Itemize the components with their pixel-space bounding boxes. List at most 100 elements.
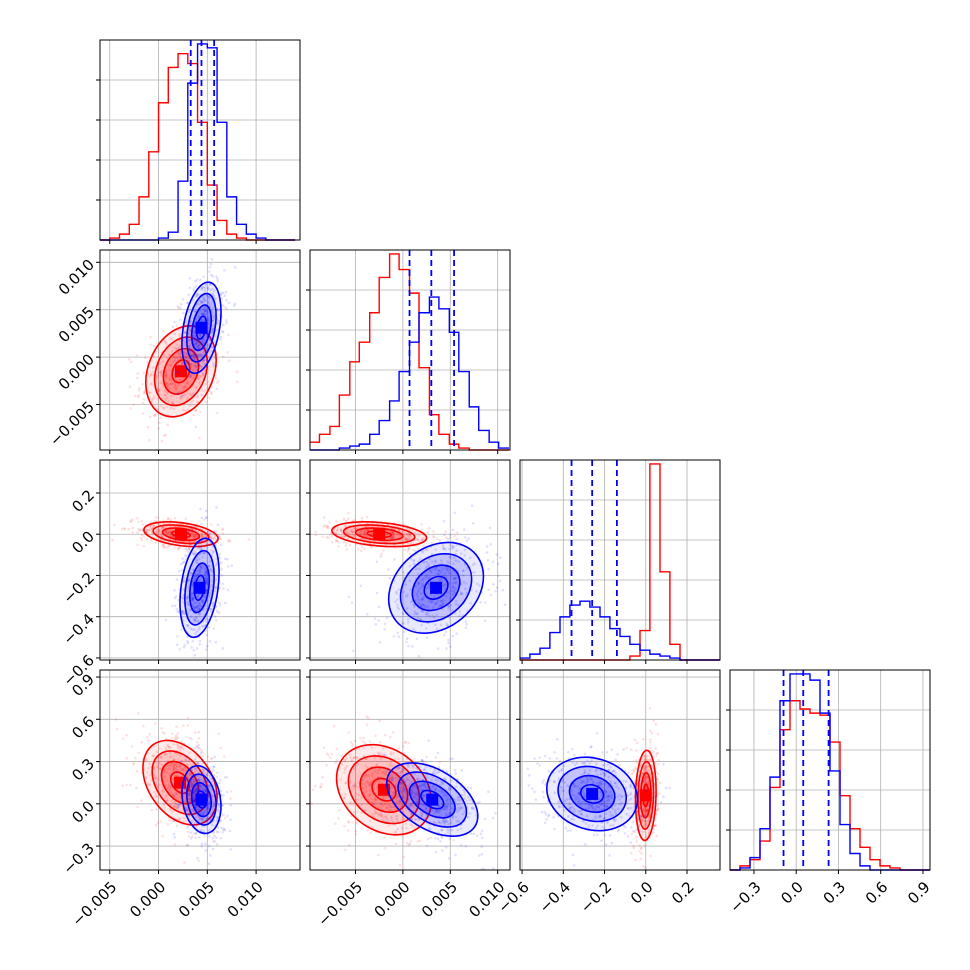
scatter-point <box>172 767 175 771</box>
contour-line <box>181 281 222 375</box>
scatter-point <box>411 548 415 552</box>
scatter-point <box>190 772 194 775</box>
scatter-point <box>130 518 134 522</box>
scatter-point <box>182 768 185 772</box>
scatter-point <box>164 372 168 376</box>
scatter-point <box>409 805 412 808</box>
scatter-point <box>407 765 410 768</box>
scatter-point <box>170 401 174 405</box>
scatter-point <box>180 394 183 397</box>
scatter-point <box>196 573 200 577</box>
scatter-point <box>164 531 168 534</box>
scatter-point <box>191 582 195 586</box>
scatter-point <box>193 653 196 657</box>
scatter-point <box>197 353 200 356</box>
scatter-point <box>628 793 632 796</box>
scatter-point <box>203 789 206 793</box>
scatter-point <box>159 416 162 420</box>
scatter-point <box>203 575 207 578</box>
scatter-point <box>468 812 472 815</box>
scatter-point <box>167 783 171 787</box>
scatter-point <box>325 752 329 755</box>
scatter-point <box>197 761 200 765</box>
scatter-point <box>380 814 383 817</box>
scatter-point <box>133 756 137 760</box>
scatter-point <box>205 633 209 637</box>
scatter-point <box>194 789 197 793</box>
scatter-point <box>158 767 162 770</box>
scatter-point <box>418 765 421 769</box>
scatter-point <box>356 762 359 766</box>
scatter-point <box>462 788 465 792</box>
scatter-point <box>211 327 215 331</box>
scatter-point <box>211 802 215 805</box>
scatter-point <box>197 807 201 811</box>
scatter-point <box>425 776 429 780</box>
scatter-point <box>183 409 187 412</box>
scatter-point <box>454 815 458 819</box>
scatter-point <box>199 811 202 815</box>
scatter-point <box>186 301 189 305</box>
scatter-point <box>205 309 208 313</box>
scatter-point <box>325 524 329 528</box>
scatter-point <box>202 312 206 315</box>
scatter-point <box>472 807 475 811</box>
scatter-point <box>380 815 384 819</box>
scatter-point <box>164 433 168 437</box>
scatter-point <box>210 549 213 552</box>
scatter-point <box>186 716 190 720</box>
scatter-point <box>168 788 172 791</box>
scatter-point <box>159 819 163 823</box>
scatter-point <box>202 351 205 354</box>
density-peak <box>174 365 187 378</box>
scatter-point <box>314 533 318 537</box>
scatter-point <box>197 778 201 782</box>
scatter-point <box>415 592 419 596</box>
scatter-point <box>194 605 198 608</box>
scatter-point <box>330 752 334 756</box>
scatter-point <box>161 360 164 363</box>
scatter-point <box>451 528 455 532</box>
scatter-point <box>163 752 167 756</box>
scatter-point <box>227 538 231 542</box>
scatter-point <box>213 589 217 592</box>
scatter-point <box>645 823 649 827</box>
scatter-point <box>173 806 177 809</box>
scatter-point <box>352 767 356 771</box>
scatter-point <box>138 386 141 390</box>
scatter-point <box>449 811 453 815</box>
scatter-point <box>379 812 383 815</box>
scatter-point <box>214 296 218 300</box>
scatter-point <box>339 528 343 531</box>
scatter-point <box>200 522 203 525</box>
scatter-point <box>414 793 418 797</box>
panel-frame <box>99 249 301 451</box>
scatter-point <box>195 340 199 343</box>
scatter-point <box>149 372 153 376</box>
scatter-point <box>210 607 213 611</box>
scatter-point <box>426 837 430 841</box>
contour-line <box>142 739 218 826</box>
scatter-point <box>193 780 196 784</box>
scatter-point <box>464 626 468 629</box>
scatter-point <box>406 757 409 761</box>
scatter-point <box>136 372 140 375</box>
scatter-point <box>492 583 495 586</box>
scatter-point <box>208 639 212 643</box>
scatter-point <box>202 772 206 775</box>
scatter-point <box>212 536 216 540</box>
scatter-point <box>463 587 467 591</box>
scatter-point <box>201 810 205 814</box>
scatter-point <box>437 820 441 823</box>
scatter-point <box>196 604 200 608</box>
scatter-point <box>189 571 193 575</box>
scatter-point <box>166 530 170 534</box>
scatter-point <box>193 352 196 355</box>
scatter-point <box>184 557 188 561</box>
contour-line <box>171 359 191 384</box>
scatter-point <box>187 328 191 332</box>
scatter-point <box>420 539 424 542</box>
scatter-point <box>212 627 216 630</box>
scatter-point <box>412 538 416 542</box>
scatter-point <box>188 791 191 795</box>
